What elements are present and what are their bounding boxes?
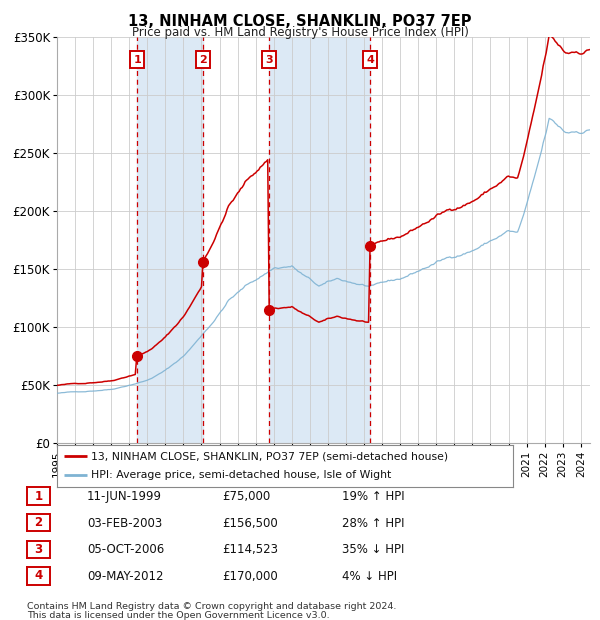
Text: 35% ↓ HPI: 35% ↓ HPI [342, 544, 404, 556]
Bar [137, 37, 203, 443]
Text: £114,523: £114,523 [222, 544, 278, 556]
Text: 13, NINHAM CLOSE, SHANKLIN, PO37 7EP: 13, NINHAM CLOSE, SHANKLIN, PO37 7EP [128, 14, 472, 29]
Text: 2: 2 [34, 516, 43, 529]
Text: 28% ↑ HPI: 28% ↑ HPI [342, 517, 404, 529]
Text: HPI: Average price, semi-detached house, Isle of Wight: HPI: Average price, semi-detached house,… [91, 471, 391, 480]
Text: 13, NINHAM CLOSE, SHANKLIN, PO37 7EP (semi-detached house): 13, NINHAM CLOSE, SHANKLIN, PO37 7EP (se… [91, 451, 448, 461]
Text: 11-JUN-1999: 11-JUN-1999 [87, 490, 162, 503]
Text: 03-FEB-2003: 03-FEB-2003 [87, 517, 162, 529]
Text: 2: 2 [199, 55, 207, 64]
Text: £75,000: £75,000 [222, 490, 270, 503]
Text: 1: 1 [34, 490, 43, 502]
Text: 4: 4 [367, 55, 374, 64]
Text: Price paid vs. HM Land Registry's House Price Index (HPI): Price paid vs. HM Land Registry's House … [131, 26, 469, 39]
Text: 4% ↓ HPI: 4% ↓ HPI [342, 570, 397, 583]
Text: 3: 3 [266, 55, 273, 64]
Text: 09-MAY-2012: 09-MAY-2012 [87, 570, 163, 583]
Text: £156,500: £156,500 [222, 517, 278, 529]
Text: 05-OCT-2006: 05-OCT-2006 [87, 544, 164, 556]
Text: Contains HM Land Registry data © Crown copyright and database right 2024.: Contains HM Land Registry data © Crown c… [27, 602, 397, 611]
Bar [269, 37, 370, 443]
Text: 3: 3 [34, 543, 43, 556]
Text: This data is licensed under the Open Government Licence v3.0.: This data is licensed under the Open Gov… [27, 611, 329, 619]
Text: 4: 4 [34, 570, 43, 582]
Text: £170,000: £170,000 [222, 570, 278, 583]
Text: 1: 1 [133, 55, 141, 64]
Text: 19% ↑ HPI: 19% ↑ HPI [342, 490, 404, 503]
